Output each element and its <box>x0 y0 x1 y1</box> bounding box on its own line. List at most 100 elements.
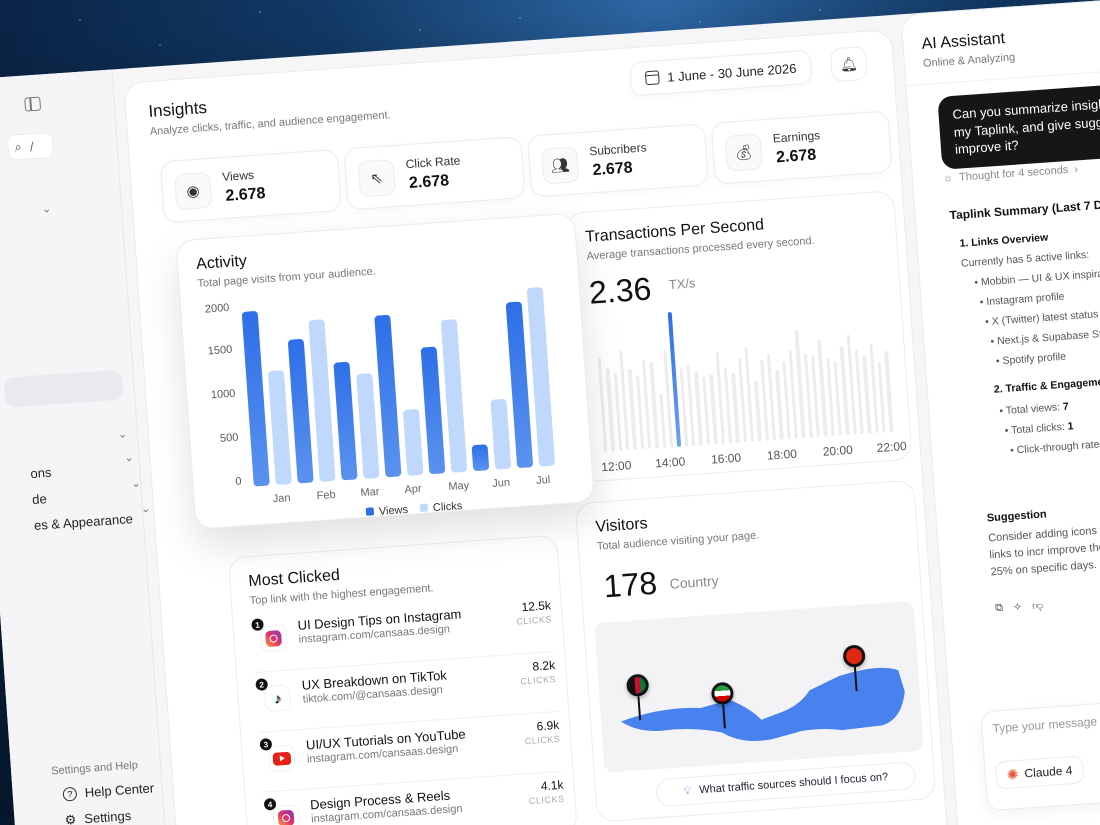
x-tick: 20:00 <box>822 442 854 459</box>
chevron-down-icon[interactable]: ⌄ <box>124 451 135 465</box>
click-unit: CLICKS <box>528 793 565 807</box>
sidebar-section-label: Settings and Help <box>50 759 139 778</box>
gear-icon: ⚙ <box>64 811 77 825</box>
assistant-status: Online & Analyzing <box>922 51 1016 70</box>
tps-bar[interactable] <box>702 376 711 445</box>
tps-bar[interactable] <box>659 393 667 448</box>
copy-icon[interactable]: ⧉ <box>994 601 1004 615</box>
money-bag-icon: 💰︎ <box>724 133 763 172</box>
cursor-click-icon: ⇖ <box>357 159 396 198</box>
search-input[interactable]: ⌕ / <box>6 131 55 161</box>
suggested-question-label: What traffic sources should I focus on? <box>698 771 889 797</box>
suggested-question-button[interactable]: 💡︎ What traffic sources should I focus o… <box>655 761 917 808</box>
chevron-down-icon[interactable]: ⌄ <box>41 203 52 216</box>
sidebar-item-help-center[interactable]: ? Help Center <box>62 780 155 802</box>
bar-clicks[interactable] <box>356 373 380 479</box>
sidebar-item[interactable]: ons <box>29 464 52 482</box>
bar-clicks[interactable] <box>267 370 292 486</box>
bar-views[interactable] <box>241 310 270 487</box>
tps-bar[interactable] <box>877 362 887 433</box>
model-selector[interactable]: ✺ Claude 4 <box>994 755 1085 790</box>
eye-icon: ◉ <box>173 171 213 211</box>
sparkle-icon[interactable]: ✧ <box>1012 601 1023 614</box>
message-input[interactable] <box>992 706 1100 736</box>
claude-icon: ✺ <box>1006 765 1020 783</box>
help-icon: ? <box>62 786 78 802</box>
card-title: Visitors <box>594 515 649 536</box>
legend-clicks: Clicks <box>419 500 463 515</box>
sidebar-item-active[interactable] <box>3 369 124 408</box>
date-range-label: 1 June - 30 June 2026 <box>666 60 797 85</box>
x-tick: Apr <box>404 482 422 497</box>
bar-clicks[interactable] <box>490 398 512 470</box>
help-center-label: Help Center <box>84 780 155 801</box>
tps-value: 2.36 <box>587 270 653 311</box>
divider <box>906 67 1100 87</box>
bar-group <box>505 286 557 469</box>
x-tick: Jun <box>491 476 511 490</box>
tps-bar[interactable] <box>775 369 784 440</box>
message-composer: ✺ Claude 4 <box>980 694 1100 812</box>
card-title: Activity <box>195 252 248 274</box>
tps-bar-chart <box>595 292 894 453</box>
sidebar-toggle-icon[interactable] <box>24 96 42 112</box>
search-icon: ⌕ <box>14 138 23 155</box>
bar-views[interactable] <box>471 444 490 472</box>
x-tick: 12:00 <box>600 458 632 475</box>
legend-views: Views <box>365 504 408 519</box>
world-map[interactable] <box>594 600 924 773</box>
map-highlight-regions <box>621 667 905 741</box>
tps-bar[interactable] <box>869 344 879 434</box>
chevron-down-icon[interactable]: ⌄ <box>117 428 128 441</box>
summary-bullet: • Next.js & Supabase Starter Kit <box>990 326 1100 348</box>
bar-clicks[interactable] <box>402 408 424 476</box>
tps-bar[interactable] <box>884 351 894 433</box>
tps-bar[interactable] <box>766 354 777 441</box>
users-icon: 👥︎ <box>541 146 580 185</box>
tps-bar[interactable] <box>753 380 762 442</box>
instagram-icon <box>259 624 288 653</box>
summary-bullet: • X (Twitter) latest status <box>984 308 1099 329</box>
summary-bullet: • Total views: 7 <box>999 400 1070 418</box>
tps-bar[interactable] <box>709 374 718 445</box>
sidebar-item-settings[interactable]: ⚙ Settings <box>64 808 132 825</box>
chevron-right-icon: › <box>1073 163 1079 176</box>
summary-title: Taplink Summary (Last 7 Days) <box>949 196 1100 223</box>
visitors-card: Visitors Total audience visiting your pa… <box>574 479 937 823</box>
activity-bar-chart <box>241 285 573 487</box>
thumbs-down-icon[interactable]: 👎︎ <box>1031 599 1044 613</box>
tps-bar[interactable] <box>731 372 740 443</box>
stat-value: 2.678 <box>224 185 267 205</box>
bar-group <box>333 360 381 481</box>
sidebar-item[interactable]: es & Appearance <box>33 511 134 533</box>
click-count: 4.1k <box>540 777 564 794</box>
notifications-button[interactable]: 🔔︎ <box>829 45 868 83</box>
stat-card-subscribers: 👥︎ Subcribers 2.678 <box>527 123 709 198</box>
calendar-icon <box>644 70 660 86</box>
bar-views[interactable] <box>333 361 358 481</box>
chevron-down-icon[interactable]: ⌄ <box>140 502 151 516</box>
x-tick: 22:00 <box>876 438 908 456</box>
stat-card-click-rate: ⇖ Click Rate 2.678 <box>343 136 526 211</box>
stat-value: 2.678 <box>592 159 634 180</box>
stat-label: Earnings <box>772 128 821 146</box>
chart-legend: Views Clicks <box>365 500 463 519</box>
y-tick: 1000 <box>210 387 236 402</box>
bell-icon: 🔔︎ <box>839 54 859 73</box>
bar-group <box>374 313 425 478</box>
bar-clicks[interactable] <box>440 319 468 473</box>
bar-views[interactable] <box>420 346 446 475</box>
activity-card: Activity Total page visits from your aud… <box>175 212 595 530</box>
y-tick: 500 <box>219 431 239 445</box>
tps-bar[interactable] <box>694 371 703 446</box>
sidebar-item[interactable]: de <box>31 491 48 508</box>
lightbulb-icon: 💡︎ <box>683 784 692 797</box>
chevron-down-icon[interactable]: ⌄ <box>130 477 142 491</box>
visitors-value: 178 <box>602 564 659 605</box>
bar-clicks[interactable] <box>308 319 336 482</box>
lightbulb-icon: ☼ <box>942 172 954 185</box>
visitors-unit: Country <box>669 572 720 592</box>
tps-bar[interactable] <box>649 362 659 449</box>
insights-panel: Insights Analyze clicks, traffic, and au… <box>123 28 952 825</box>
date-range-button[interactable]: 1 June - 30 June 2026 <box>629 49 813 97</box>
